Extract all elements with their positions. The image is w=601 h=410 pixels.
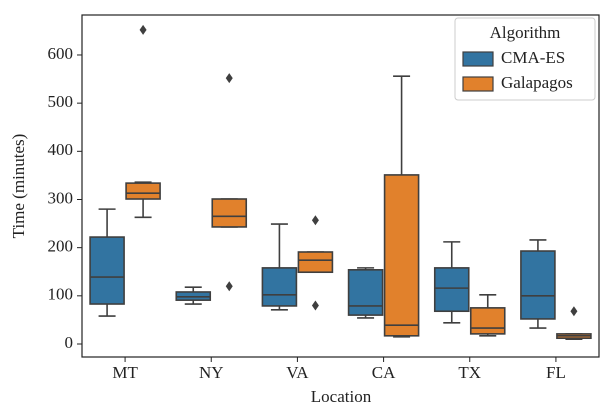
box [469,307,506,335]
outlier [311,300,319,311]
x-tick-label: FL [546,363,566,382]
y-axis-label: Time (minutes) [9,134,28,239]
box [125,182,161,200]
y-tick-label: 600 [48,44,74,63]
y-tick-label: 400 [48,140,74,159]
box [383,174,420,337]
legend-title: Algorithm [490,23,561,42]
box [89,236,125,305]
x-tick-label: NY [199,363,224,382]
y-tick-label: 0 [65,333,74,352]
plot-frame [81,14,600,358]
box [297,251,334,274]
outlier [225,73,233,84]
x-tick-label: VA [286,363,309,382]
box [520,250,556,320]
y-tick-label: 100 [48,285,74,304]
outlier [225,281,233,292]
box [433,267,470,313]
box [261,267,298,307]
box [211,198,248,228]
outlier [570,306,578,317]
legend-label: Galapagos [501,73,573,92]
outlier [311,215,319,226]
x-tick-label: TX [458,363,481,382]
legend-swatch [462,76,494,92]
outlier [139,24,147,35]
x-axis-label: Location [311,387,372,406]
legend-label: CMA-ES [501,48,565,67]
y-tick-label: 500 [48,92,74,111]
x-tick-label: MT [112,363,138,382]
y-tick-label: 300 [48,188,74,207]
x-tick-label: CA [372,363,396,382]
legend-swatch [462,51,494,67]
y-tick-label: 200 [48,237,74,256]
box [347,269,384,316]
